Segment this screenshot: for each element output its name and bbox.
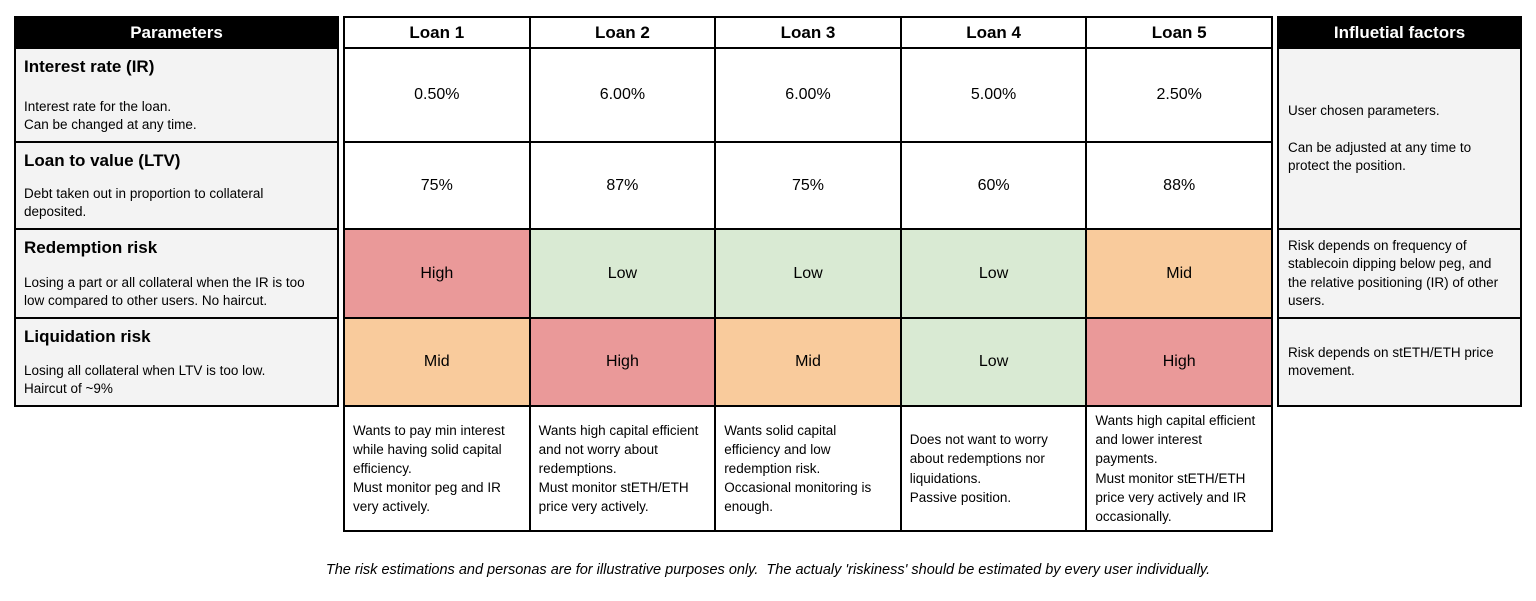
loan1-ltv-cell: 75% — [345, 143, 529, 228]
param-title-ltv: Loan to value (LTV) — [24, 151, 181, 170]
param-desc-interest-rate: Interest rate for the loan. Can be chang… — [24, 99, 197, 132]
loan1-liquidation-risk-cell: Mid — [345, 319, 529, 405]
param-desc-ltv: Debt taken out in proportion to collater… — [24, 186, 264, 219]
loan1-interest-rate-cell: 0.50% — [345, 49, 529, 141]
loan3-ltv-cell: 75% — [716, 143, 900, 228]
loan5-redemption-risk-cell: Mid — [1087, 230, 1271, 317]
loan5-interest-rate-cell: 2.50% — [1087, 49, 1271, 141]
param-row-interest-rate: Interest rate (IR) Interest rate for the… — [16, 49, 337, 141]
param-title-redemption-risk: Redemption risk — [24, 238, 158, 257]
loans-grid: Loan 1 Loan 2 Loan 3 Loan 4 Loan 5 0.50%… — [343, 16, 1273, 532]
loan2-header: Loan 2 — [530, 18, 715, 47]
loan3-interest-rate-cell: 6.00% — [716, 49, 900, 141]
factor-liquidation-risk: Risk depends on stETH/ETH price movement… — [1279, 319, 1520, 405]
param-title-interest-rate: Interest rate (IR) — [24, 57, 155, 76]
loan4-redemption-risk-cell: Low — [901, 230, 1086, 317]
influential-factors-header: Influetial factors — [1279, 18, 1520, 47]
loan1-redemption-risk-cell: High — [345, 230, 529, 317]
loan3-persona-cell: Wants solid capital efficiency and low r… — [716, 407, 900, 530]
loan-comparison-table: Parameters Interest rate (IR) Interest r… — [14, 16, 1522, 532]
loan5-persona-cell: Wants high capital efficient and lower i… — [1087, 407, 1271, 530]
loan4-interest-rate-cell: 5.00% — [901, 49, 1086, 141]
loan1-persona-cell: Wants to pay min interest while having s… — [345, 407, 529, 530]
loan4-persona-cell: Does not want to worry about redemptions… — [901, 407, 1086, 530]
param-row-ltv: Loan to value (LTV) Debt taken out in pr… — [16, 143, 337, 228]
loan5-liquidation-risk-cell: High — [1087, 319, 1271, 405]
loan2-interest-rate-cell: 6.00% — [530, 49, 715, 141]
factor-redemption-risk: Risk depends on frequency of stablecoin … — [1279, 230, 1520, 317]
factor-user-parameters: User chosen parameters. Can be adjusted … — [1279, 49, 1520, 228]
parameters-header: Parameters — [16, 18, 337, 47]
loan4-ltv-cell: 60% — [901, 143, 1086, 228]
loan2-redemption-risk-cell: Low — [530, 230, 715, 317]
loan2-liquidation-risk-cell: High — [530, 319, 715, 405]
loan1-header: Loan 1 — [345, 18, 529, 47]
param-row-redemption-risk: Redemption risk Losing a part or all col… — [16, 230, 337, 317]
disclaimer-text: The risk estimations and personas are fo… — [325, 562, 1211, 578]
loan5-ltv-cell: 88% — [1087, 143, 1271, 228]
param-row-liquidation-risk: Liquidation risk Losing all collateral w… — [16, 319, 337, 405]
loan4-header: Loan 4 — [901, 18, 1086, 47]
param-title-liquidation-risk: Liquidation risk — [24, 327, 151, 346]
loan4-liquidation-risk-cell: Low — [901, 319, 1086, 405]
loan3-redemption-risk-cell: Low — [716, 230, 900, 317]
loan2-persona-cell: Wants high capital efficient and not wor… — [530, 407, 715, 530]
param-desc-liquidation-risk: Losing all collateral when LTV is too lo… — [24, 363, 266, 396]
param-desc-redemption-risk: Losing a part or all collateral when the… — [24, 275, 305, 308]
page: Parameters Interest rate (IR) Interest r… — [14, 16, 1522, 578]
loan3-liquidation-risk-cell: Mid — [716, 319, 900, 405]
parameters-column: Parameters Interest rate (IR) Interest r… — [14, 16, 339, 407]
loan2-ltv-cell: 87% — [530, 143, 715, 228]
loan3-header: Loan 3 — [716, 18, 900, 47]
loan5-header: Loan 5 — [1087, 18, 1271, 47]
influential-factors-column: Influetial factors User chosen parameter… — [1277, 16, 1522, 407]
